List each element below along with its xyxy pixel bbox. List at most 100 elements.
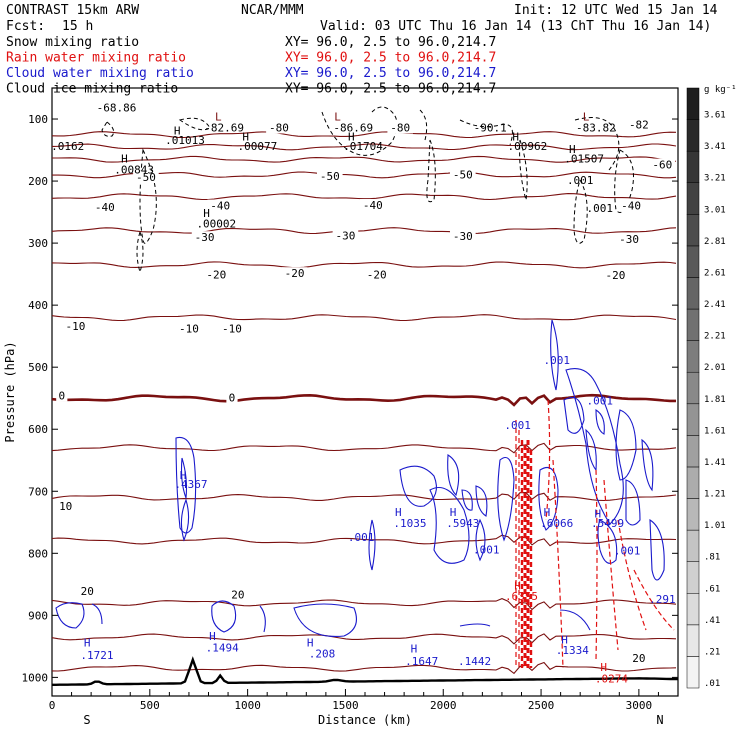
isotherm-label: -68.86 <box>97 102 137 115</box>
x-tick-label: 2500 <box>528 699 555 712</box>
colorbar-label: 1.61 <box>704 426 726 436</box>
colorbar-label: 3.21 <box>704 174 726 184</box>
label-bg <box>616 233 642 246</box>
label-bg <box>281 267 308 280</box>
label-bg <box>78 584 97 597</box>
cloud-contour <box>259 605 266 633</box>
cloud-contour <box>368 519 376 571</box>
cloud-contour <box>55 602 85 629</box>
isotherm-label: -30 <box>195 231 215 244</box>
label-bg <box>450 168 476 181</box>
model-title: CONTRAST 15km ARW <box>6 3 139 18</box>
colorbar-label: 1.21 <box>704 490 726 500</box>
field-name: Cloud ice mixing ratio <box>6 82 178 97</box>
label-bg <box>332 229 359 242</box>
label-bg <box>92 200 118 213</box>
colorbar-label: .21 <box>704 647 720 657</box>
label-bg <box>219 322 245 335</box>
cloud-contour <box>563 396 585 434</box>
extremum-label: .1442 <box>458 655 491 668</box>
label-bg <box>450 230 476 242</box>
colorbar-label: 2.21 <box>704 332 726 342</box>
isotherm-label: -40 <box>363 199 383 212</box>
cloud-contour <box>175 436 197 534</box>
extremum-label: .001 <box>504 419 531 432</box>
extremum-label: .6355 <box>505 590 538 603</box>
extremum-label: -90.1 <box>474 121 507 134</box>
colorbar-swatch <box>686 498 700 531</box>
colorbar-label: .81 <box>704 553 720 563</box>
cloud-contour <box>550 319 559 391</box>
extremum-label: .001 <box>614 545 641 558</box>
extremum-label: H <box>307 636 314 649</box>
isotherm-line <box>52 534 677 547</box>
colorbar-units: g kg⁻¹ <box>704 85 737 95</box>
label-bg <box>203 268 230 281</box>
extremum-label: .4367 <box>174 478 207 491</box>
colorbar-swatch <box>686 561 700 594</box>
colorbar-swatch <box>686 245 700 278</box>
extremum-label: .1721 <box>80 649 113 662</box>
extremum-label: .00077 <box>238 140 278 153</box>
colorbar-swatch <box>686 529 700 562</box>
extremum-label: H <box>209 630 216 643</box>
label-bg <box>56 499 75 512</box>
y-tick-label: 900 <box>28 609 48 622</box>
colorbar-label: .61 <box>704 584 720 594</box>
extremum-label: H <box>174 125 181 138</box>
y-tick-label: 600 <box>28 423 48 436</box>
cloud-contour <box>497 456 515 542</box>
isotherm-line <box>52 661 677 675</box>
isotherm-label: -10 <box>66 320 86 333</box>
colorbar-swatch <box>686 403 700 436</box>
colorbar-swatch <box>686 87 700 120</box>
extremum-label: H <box>242 131 249 144</box>
cloud-contour <box>585 428 597 472</box>
extremum-label: H <box>561 633 568 646</box>
colorbar-label: 2.61 <box>704 268 726 278</box>
label-bg <box>133 171 159 184</box>
cloud-contour <box>180 498 190 542</box>
extremum-label: H <box>411 643 418 656</box>
colorbar-swatch <box>686 371 700 405</box>
rain-contour <box>595 469 598 661</box>
y-tick-label: 200 <box>28 175 48 188</box>
isotherm-label: -30 <box>619 233 639 246</box>
extremum-label: .1035 <box>393 517 426 530</box>
colorbar-label: 3.01 <box>704 205 726 215</box>
extremum-label: .001 <box>543 354 570 367</box>
isotherm-label: -50 <box>136 171 156 184</box>
extremum-label: H <box>348 131 355 144</box>
init-time: Init: 12 UTC Wed 15 Jan 14 <box>514 3 718 18</box>
extremum-label: -82.69 <box>204 121 244 134</box>
extremum-label: .0274 <box>595 672 628 685</box>
snow-plume <box>505 145 565 385</box>
colorbar-label: 2.41 <box>704 300 726 310</box>
isotherm-label: -50 <box>320 170 340 183</box>
colorbar-label: 2.01 <box>704 363 726 373</box>
snow-shading <box>505 145 565 385</box>
isotherm-line <box>52 193 677 201</box>
label-bg <box>649 158 676 171</box>
cloud-contour <box>595 409 605 435</box>
isotherm-label: -40 <box>621 200 641 213</box>
fcst-value: 15 h <box>62 19 93 34</box>
colorbar-label: 1.81 <box>704 395 726 405</box>
isotherm-line <box>52 131 677 139</box>
cloud-contour <box>597 519 618 564</box>
colorbar-label: .41 <box>704 616 720 626</box>
x-axis-title: Distance (km) <box>318 713 412 727</box>
y-tick-label: 700 <box>28 485 48 498</box>
colorbar-label: 3.61 <box>704 111 726 121</box>
field-name: Snow mixing ratio <box>6 35 139 50</box>
x-tick-label: 1000 <box>234 699 261 712</box>
cloud-contour <box>615 409 637 481</box>
y-tick-label: 400 <box>28 299 48 312</box>
ice-contour <box>321 106 398 156</box>
extremum-label: H <box>395 506 402 519</box>
cloud-contour <box>91 603 103 625</box>
plot-area: -68.86 -80 -80 -82 -60 -50 -50 -50 -40 -40 -40 -40 -… <box>3 87 679 727</box>
x-tick-label: 2000 <box>430 699 457 712</box>
extremum-label: .1334 <box>556 644 589 657</box>
